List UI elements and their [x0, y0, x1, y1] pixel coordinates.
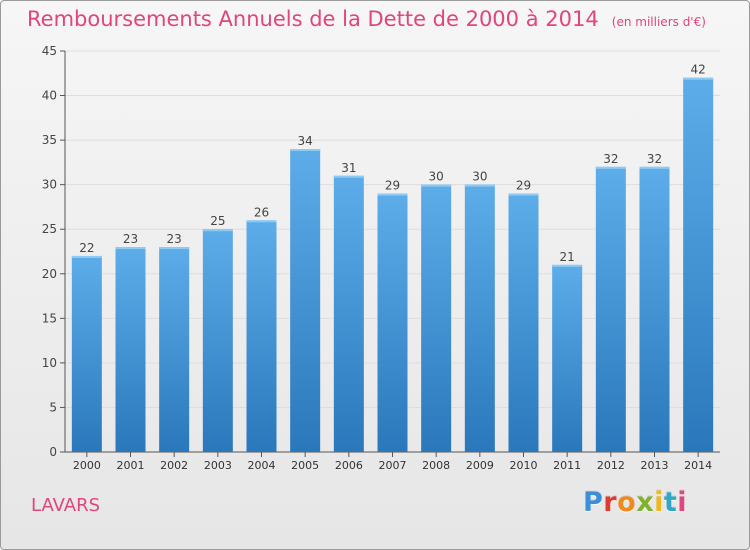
y-tick-label: 5	[49, 400, 57, 414]
bar-value-label: 30	[429, 170, 444, 184]
bar	[421, 184, 452, 452]
y-tick-label: 40	[42, 89, 57, 103]
bar	[595, 166, 626, 452]
bar-value-label: 29	[385, 179, 400, 193]
bar	[683, 77, 714, 452]
bar	[290, 149, 321, 452]
x-tick-label: 2005	[291, 459, 319, 472]
y-tick-label: 10	[42, 356, 57, 370]
y-tick-label: 35	[42, 133, 57, 147]
bar-top-edge	[552, 264, 583, 267]
bar	[639, 166, 670, 452]
bar	[552, 264, 583, 452]
bar-value-label: 29	[516, 179, 531, 193]
brand-letter: i	[677, 487, 688, 518]
bar-top-edge	[421, 184, 452, 187]
x-tick-label: 2013	[641, 459, 669, 472]
y-tick-label: 15	[42, 311, 57, 325]
bar	[333, 175, 364, 452]
proxiti-logo: Proxiti	[583, 487, 687, 518]
x-tick-label: 2003	[204, 459, 232, 472]
x-tick-label: 2008	[422, 459, 450, 472]
bar-value-label: 25	[210, 214, 225, 228]
x-tick-label: 2014	[684, 459, 712, 472]
x-tick-label: 2001	[117, 459, 145, 472]
x-tick-label: 2011	[553, 459, 581, 472]
x-tick-label: 2006	[335, 459, 363, 472]
x-tick-label: 2002	[160, 459, 188, 472]
bar-value-label: 32	[603, 152, 618, 166]
chart-unit-note: (en milliers d'€)	[611, 15, 706, 29]
y-tick-label: 25	[42, 222, 57, 236]
bar-top-edge	[115, 247, 146, 250]
bar-value-label: 32	[647, 152, 662, 166]
bar-value-label: 26	[254, 205, 269, 219]
bar-top-edge	[71, 255, 102, 258]
bar-top-edge	[683, 77, 714, 80]
bar	[508, 193, 539, 453]
bar-value-label: 34	[298, 134, 313, 148]
bar-value-label: 22	[79, 241, 94, 255]
bar	[377, 193, 408, 453]
x-tick-label: 2004	[248, 459, 276, 472]
y-tick-label: 20	[42, 267, 57, 281]
y-tick-label: 0	[49, 445, 57, 459]
bar-top-edge	[377, 193, 408, 196]
bar-top-edge	[202, 229, 233, 232]
bar-value-label: 31	[341, 161, 356, 175]
bar-top-edge	[246, 220, 277, 223]
bar	[71, 255, 102, 452]
bar-top-edge	[159, 247, 190, 250]
x-tick-label: 2007	[379, 459, 407, 472]
bar-value-label: 23	[123, 232, 138, 246]
bar-top-edge	[290, 149, 321, 152]
y-tick-label: 45	[42, 44, 57, 58]
brand-letter: o	[617, 487, 637, 518]
bar	[464, 184, 495, 452]
y-tick-label: 30	[42, 178, 57, 192]
x-tick-label: 2010	[510, 459, 538, 472]
x-tick-label: 2012	[597, 459, 625, 472]
chart-title: Remboursements Annuels de la Dette de 20…	[27, 7, 599, 31]
bar-value-label: 30	[472, 170, 487, 184]
brand-letter: x	[636, 487, 655, 518]
bar-top-edge	[508, 193, 539, 196]
bar-value-label: 42	[691, 63, 706, 77]
bar-top-edge	[639, 166, 670, 169]
bar-value-label: 23	[167, 232, 182, 246]
brand-letter: P	[583, 487, 604, 518]
bar-value-label: 21	[560, 250, 575, 264]
x-tick-label: 2000	[73, 459, 101, 472]
bar-top-edge	[595, 166, 626, 169]
bar	[202, 229, 233, 452]
bar	[159, 247, 190, 452]
brand-letter: t	[663, 487, 678, 518]
bar	[115, 247, 146, 452]
chart-title-block: Remboursements Annuels de la Dette de 20…	[27, 7, 706, 31]
bar	[246, 220, 277, 452]
bar-top-edge	[333, 175, 364, 178]
bar-top-edge	[464, 184, 495, 187]
commune-name: LAVARS	[31, 495, 101, 516]
x-tick-label: 2009	[466, 459, 494, 472]
brand-letter: i	[654, 487, 664, 518]
brand-letter: r	[603, 487, 618, 518]
